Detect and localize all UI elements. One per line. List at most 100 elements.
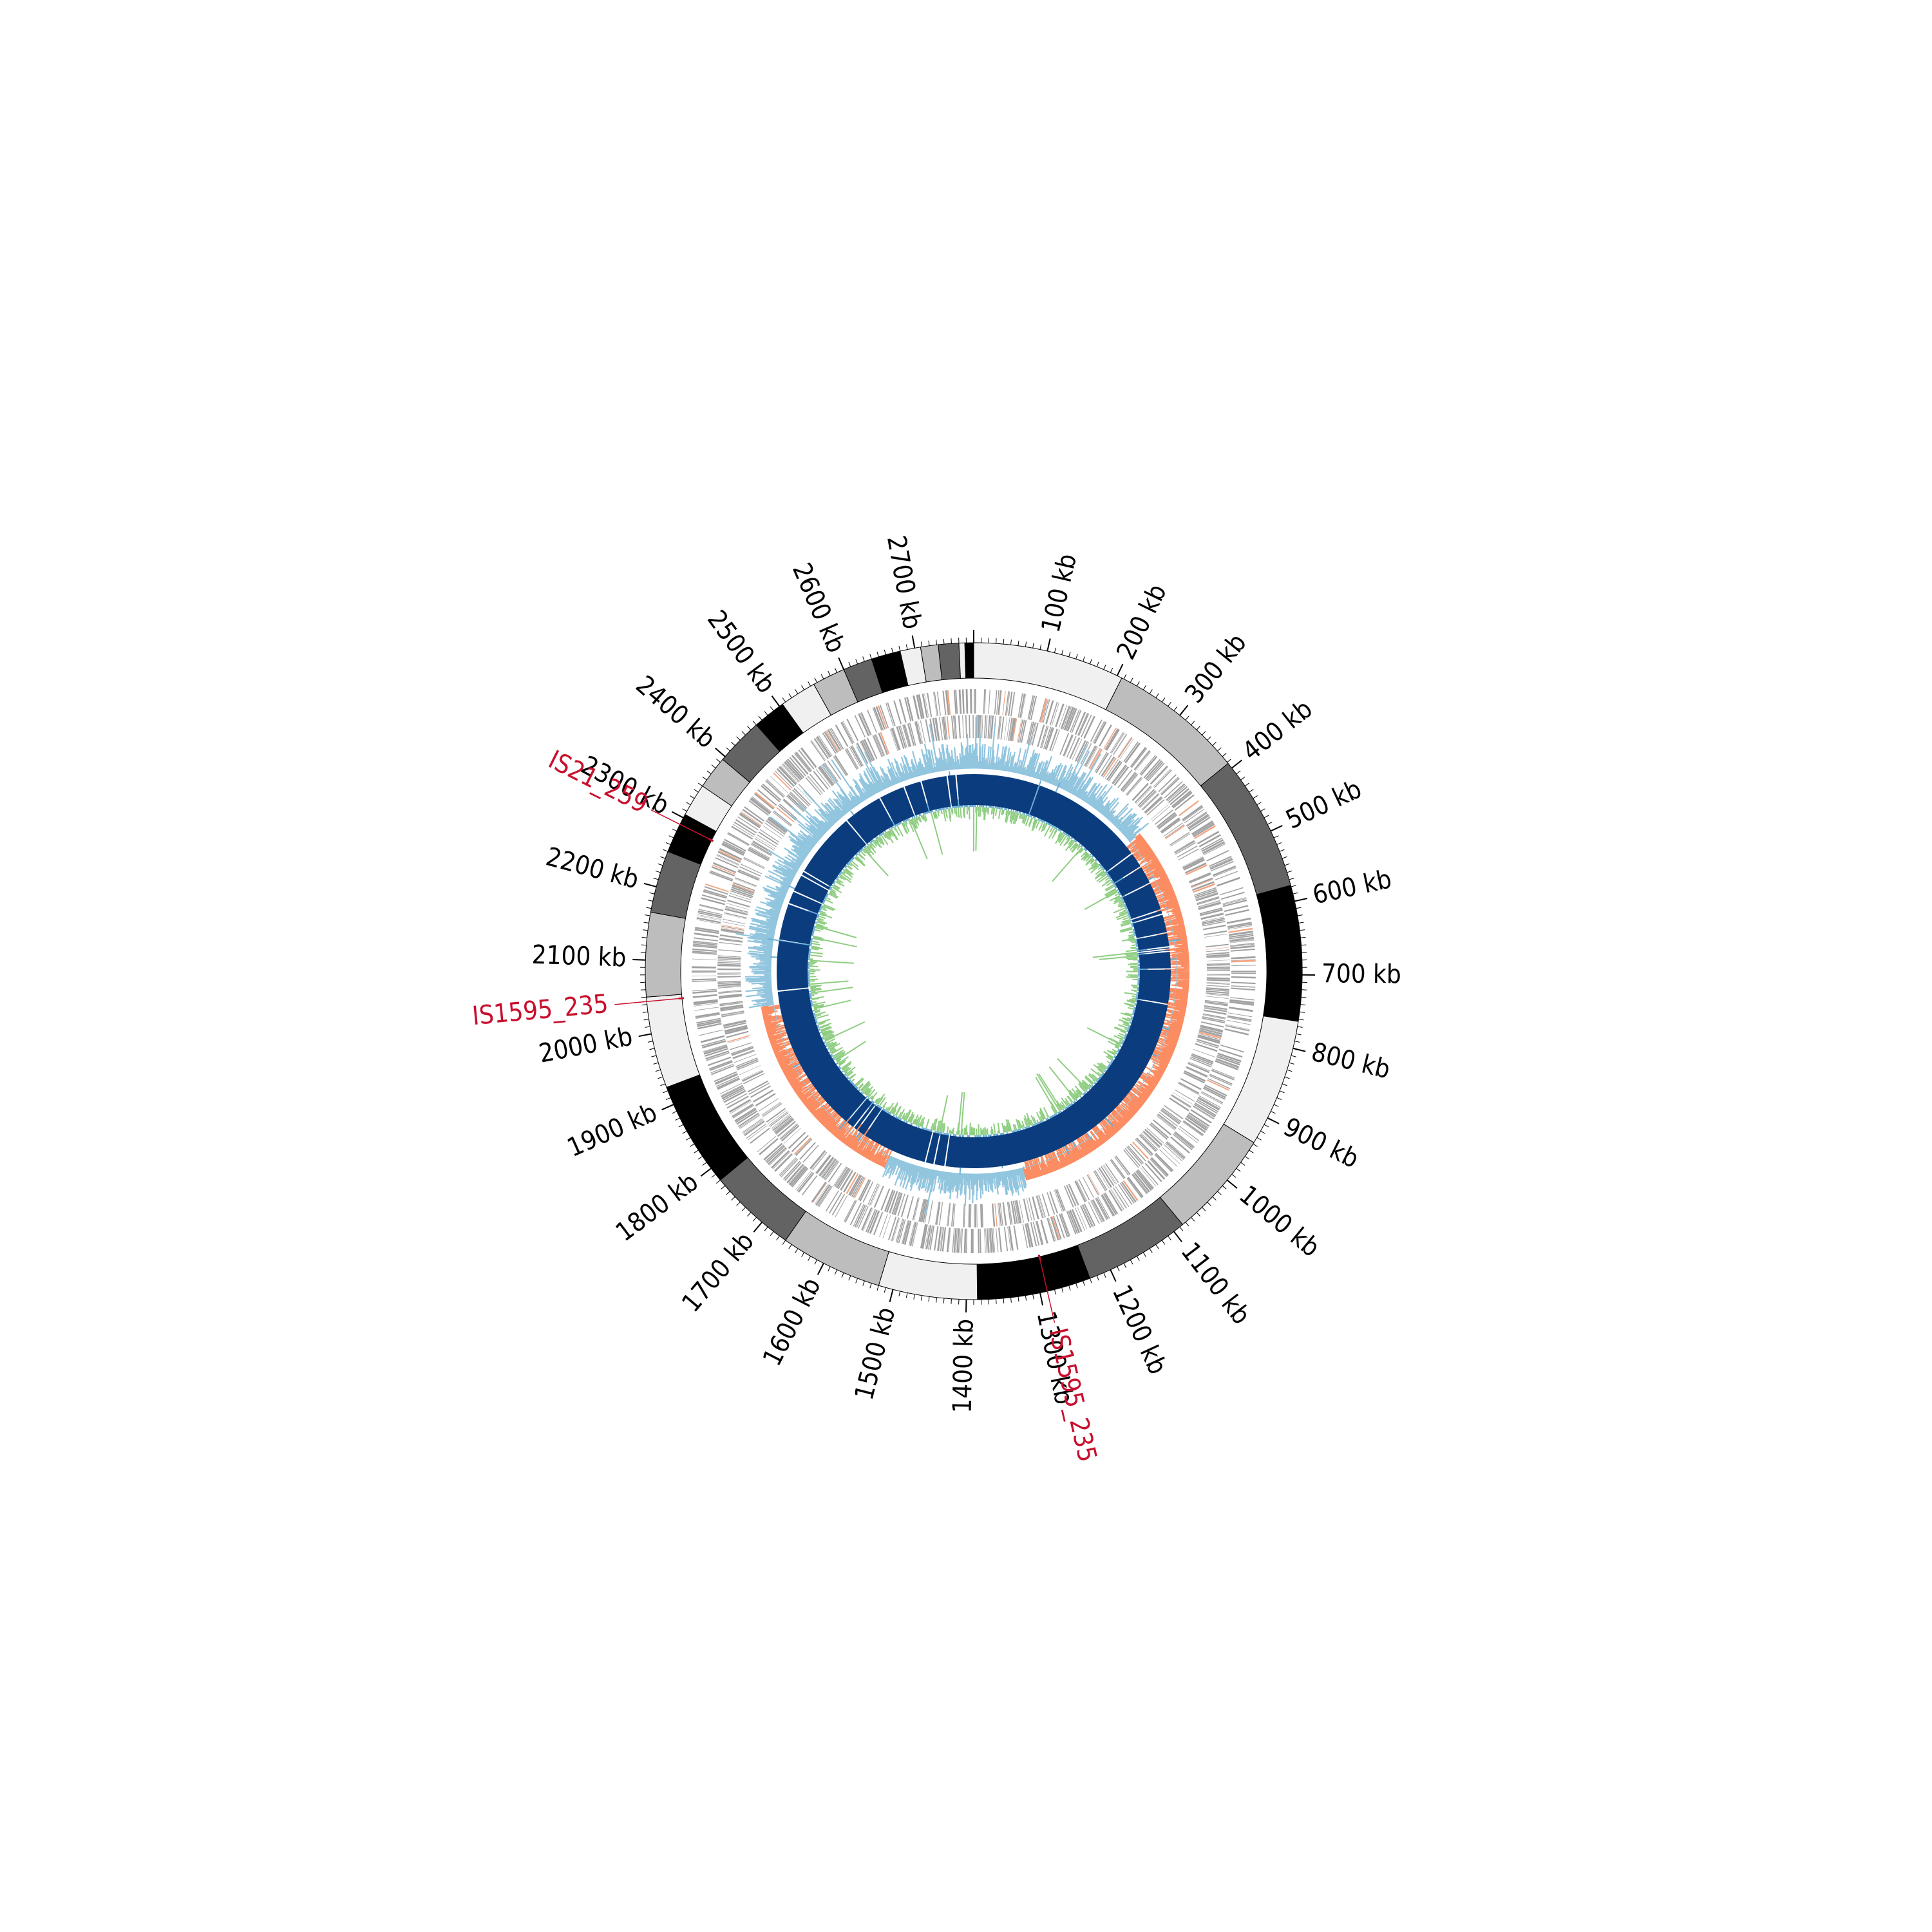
gene-block — [974, 1204, 976, 1227]
gene-block — [724, 912, 747, 919]
gene-block — [1133, 1172, 1150, 1193]
gene-block — [1228, 927, 1253, 933]
gene-block — [779, 1157, 797, 1176]
gene-block — [1065, 707, 1075, 731]
minor-tick — [1284, 1076, 1290, 1079]
gene-block — [1150, 1122, 1170, 1139]
gene-block — [724, 1025, 748, 1032]
is-leader-line — [650, 810, 709, 840]
gene-block — [1153, 1119, 1172, 1135]
blast-hit — [934, 1133, 949, 1166]
gene-block — [1056, 1215, 1065, 1239]
gene-block — [694, 933, 719, 938]
gene-block — [1206, 987, 1230, 990]
is-leader-line — [1039, 1260, 1056, 1323]
blast-hit — [974, 774, 1039, 815]
minor-tick — [1300, 929, 1305, 931]
gene-block — [735, 1057, 758, 1067]
gene-block — [1173, 1133, 1193, 1150]
gene-block — [940, 1227, 944, 1252]
gene-block — [778, 766, 797, 786]
gene-block — [1157, 1115, 1176, 1130]
gene-block — [741, 1070, 763, 1080]
gene-block — [1131, 748, 1148, 768]
minor-tick — [1236, 770, 1241, 775]
is-element-label: IS1595_235 — [471, 989, 609, 1031]
minor-tick — [675, 1117, 680, 1121]
gene-block — [891, 1217, 900, 1242]
gene-block — [1160, 817, 1180, 833]
gene-block — [1206, 956, 1230, 958]
gene-block — [776, 807, 795, 823]
minor-tick — [711, 764, 716, 768]
gene-block — [800, 747, 817, 768]
gene-block — [1031, 723, 1039, 746]
gene-block — [859, 1180, 871, 1202]
minor-tick — [996, 638, 997, 644]
minor-tick — [1297, 914, 1303, 916]
gene-block — [900, 1195, 909, 1218]
gene-block — [724, 908, 748, 916]
gene-block — [723, 1022, 747, 1029]
gene-block — [1206, 983, 1230, 985]
gene-block — [1162, 1108, 1182, 1122]
gene-block — [720, 1084, 743, 1097]
minor-tick — [1212, 741, 1217, 746]
gene-block — [717, 961, 741, 963]
gene-block — [951, 715, 954, 739]
gene-block — [1092, 1199, 1105, 1222]
minor-tick — [876, 652, 879, 658]
gene-block — [1214, 871, 1238, 881]
contig-segment — [976, 1244, 1091, 1300]
gene-block — [992, 1227, 996, 1253]
gene-block — [1115, 1186, 1130, 1208]
gene-block — [719, 942, 743, 945]
minor-tick — [1264, 815, 1269, 819]
major-tick — [838, 657, 845, 670]
gene-block — [1220, 1044, 1244, 1053]
minor-tick — [686, 1137, 691, 1141]
gene-block — [1140, 791, 1157, 808]
gene-block — [1206, 974, 1230, 976]
gene-block — [906, 1196, 914, 1219]
gene-block — [925, 719, 931, 743]
gene-block — [693, 937, 718, 942]
gene-block — [986, 1228, 989, 1253]
major-tick — [1179, 705, 1189, 716]
gene-block — [1200, 1025, 1224, 1031]
gene-block — [1178, 1081, 1200, 1094]
gene-block — [981, 715, 983, 739]
gene-block — [1188, 1061, 1210, 1072]
minor-tick — [1217, 747, 1222, 752]
blast-hit — [854, 1103, 875, 1130]
gene-block — [1206, 974, 1230, 976]
gene-block — [1088, 1174, 1100, 1195]
gene-block — [1193, 1103, 1216, 1118]
gene-block — [1139, 790, 1157, 808]
gene-block — [991, 1203, 996, 1227]
gene-block — [692, 943, 717, 947]
gene-block — [711, 1065, 735, 1075]
gene-block — [761, 785, 781, 802]
gene-block — [811, 1151, 826, 1170]
minor-tick — [788, 1244, 792, 1249]
minor-tick — [711, 1174, 716, 1178]
gene-block — [1184, 862, 1207, 874]
minor-tick — [697, 1156, 703, 1160]
major-tick — [1110, 1269, 1117, 1282]
gene-block — [774, 1117, 793, 1133]
gene-block — [739, 1113, 760, 1128]
gene-block — [751, 842, 772, 856]
gene-block — [886, 703, 894, 727]
gene-block — [831, 1193, 846, 1216]
gene-block — [1029, 722, 1036, 745]
gene-block — [823, 762, 838, 782]
gene-block — [1190, 1056, 1213, 1066]
minor-tick — [1273, 835, 1279, 838]
gene-block — [867, 1209, 878, 1233]
gene-block — [1030, 1222, 1037, 1247]
gene-block — [730, 890, 753, 899]
gene-block — [714, 1073, 737, 1084]
gene-block — [768, 1110, 787, 1124]
gene-block — [858, 713, 870, 737]
